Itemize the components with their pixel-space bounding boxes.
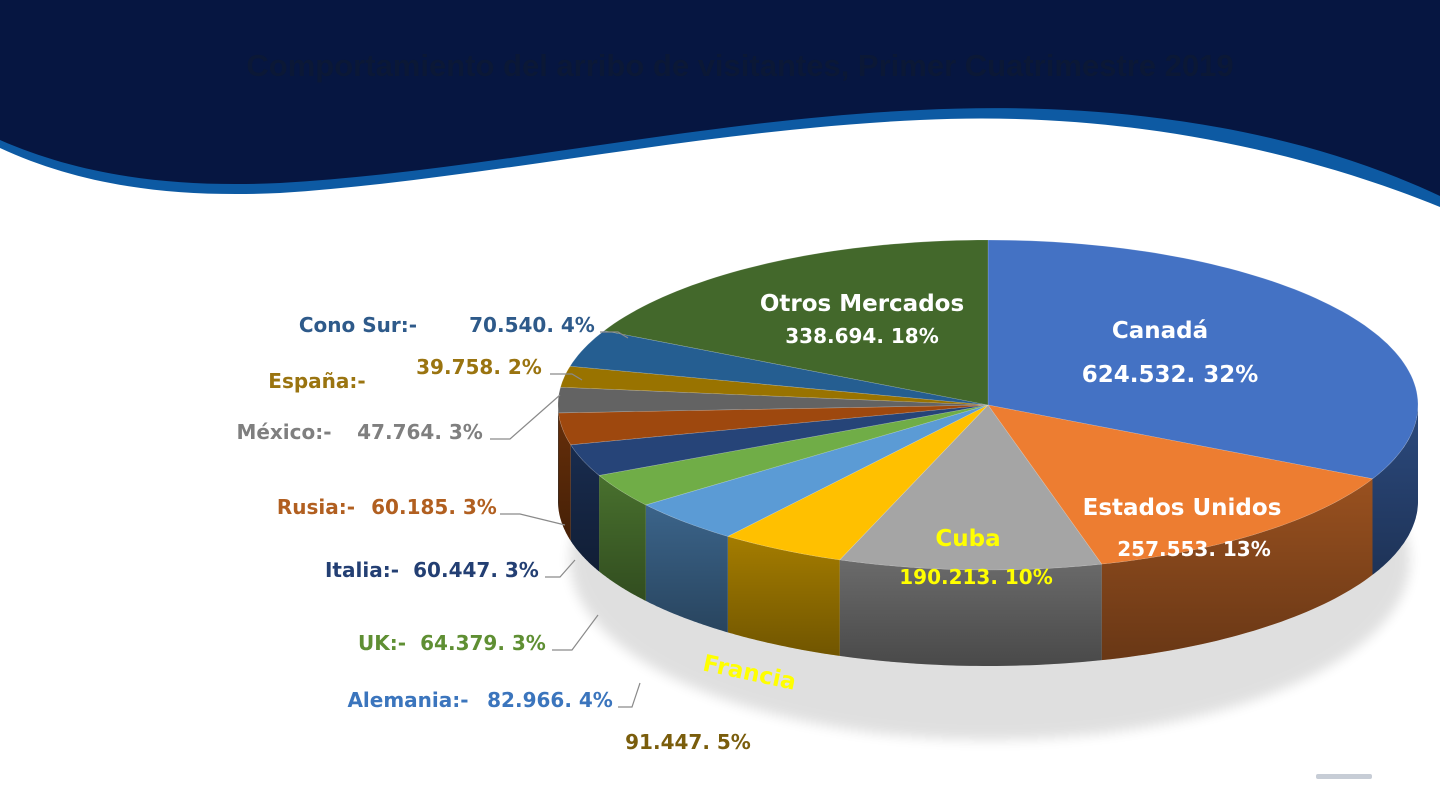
label-uk-name: UK:- [358, 631, 406, 655]
pie-side-shade-canada [1372, 405, 1418, 575]
pie-slice-italia [570, 404, 989, 476]
pie-side-shade-alemania [645, 504, 728, 633]
pie-side-shade-italia [570, 444, 600, 572]
pie-slice-francia [726, 404, 989, 561]
pie-slices [557, 239, 1419, 571]
pie-slice-rusia [558, 404, 989, 446]
logo-mark [1316, 774, 1372, 779]
label-uk-value: 64.379. 3% [420, 631, 546, 655]
pie-side-shade-cuba [839, 559, 1102, 666]
pie-slice-estados-unidos [987, 404, 1374, 565]
label-mexico-name: México:- [236, 420, 331, 444]
pie-side-shade-estados-unidos [1101, 478, 1373, 661]
label-alemania-value: 82.966. 4% [487, 688, 613, 712]
pie-slice-uk [598, 404, 989, 506]
leader-line-italia [545, 559, 576, 578]
label-conosur-name: Cono Sur:- [299, 313, 417, 337]
label-italia-name: Italia:- [325, 558, 399, 582]
label-canada-value: 624.532. 32% [1082, 362, 1259, 388]
pie-slice-espana [560, 365, 989, 406]
label-italia-value: 60.447. 3% [413, 558, 539, 582]
leader-line-espana [550, 373, 583, 381]
pie-side-shade-rusia [558, 412, 571, 541]
label-canada-name: Canadá [1112, 318, 1208, 344]
label-espana-name: España:- [268, 369, 365, 393]
leader-line-alemania [618, 682, 641, 708]
label-rusia-value: 60.185. 3% [371, 495, 497, 519]
label-rusia-name: Rusia:- [277, 495, 355, 519]
pie-side-shade-mexico [558, 405, 559, 509]
label-otros-value: 338.694. 18% [785, 324, 939, 348]
label-usa-name: Estados Unidos [1083, 495, 1282, 521]
leader-line-uk [552, 614, 599, 651]
label-mexico-value: 47.764. 3% [357, 420, 483, 444]
label-conosur-value: 70.540. 4% [469, 313, 595, 337]
pie-slice-mexico [557, 386, 989, 414]
pie-side-shade-francia [727, 536, 840, 656]
leader-line-mexico [490, 394, 561, 440]
pie-sides [558, 405, 1418, 666]
label-francia-value: 91.447. 5% [625, 730, 751, 754]
leader-lines [490, 331, 641, 708]
label-alemania-name: Alemania:- [347, 688, 468, 712]
leader-line-conosur [600, 331, 629, 339]
label-cuba-name: Cuba [935, 526, 1000, 552]
header-background [0, 0, 1440, 196]
pie-slice-cono-sur [569, 330, 989, 406]
label-otros-name: Otros Mercados [760, 291, 964, 317]
label-cuba-value: 190.213. 10% [899, 565, 1053, 589]
leader-line-rusia [500, 513, 566, 526]
label-espana-value: 39.758. 2% [416, 355, 542, 379]
pie-slice-cuba [839, 404, 1103, 571]
pie-side-shade-uk [599, 475, 646, 601]
header-band [0, 0, 1440, 207]
page-title: Comportamiento del arribo de visitantes,… [246, 48, 1234, 83]
pie-slice-alemania [644, 404, 989, 537]
pie-slice-canada [987, 239, 1419, 480]
pie-slice-otros-mercados [603, 239, 989, 406]
label-usa-value: 257.553. 13% [1117, 537, 1271, 561]
